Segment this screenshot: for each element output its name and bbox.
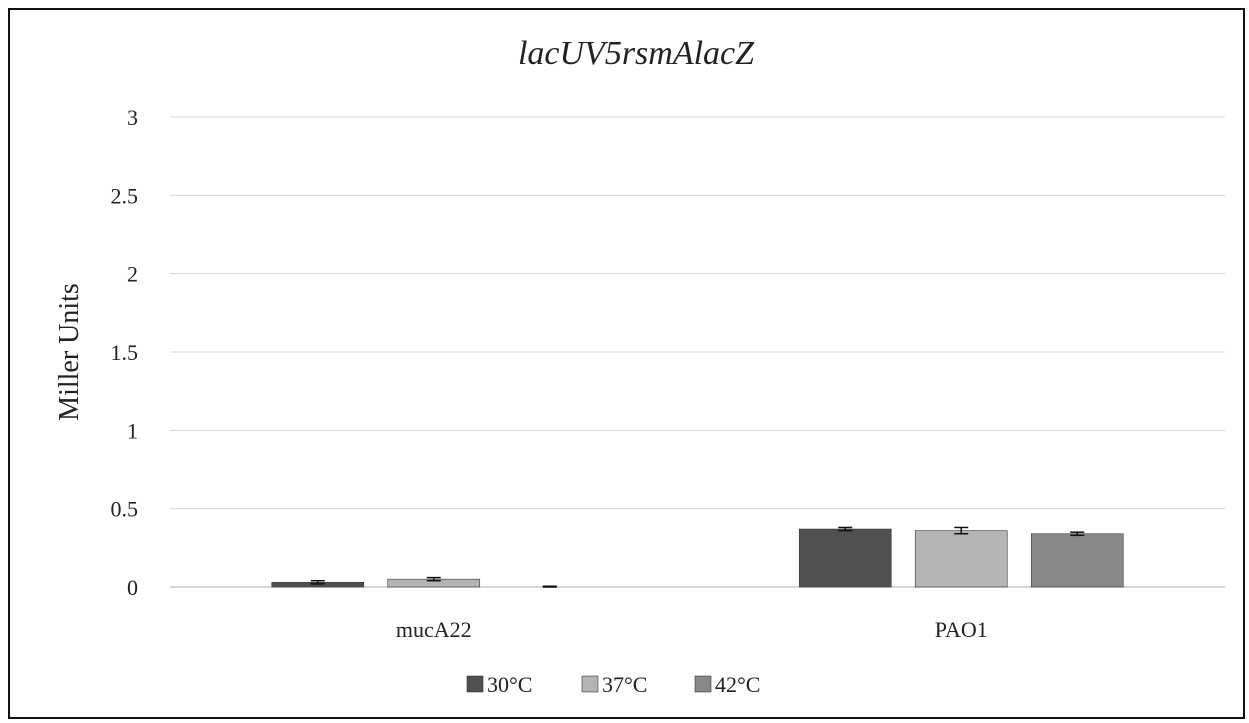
legend-swatch bbox=[581, 675, 599, 693]
chart-frame bbox=[8, 8, 1245, 719]
y-tick-label: 2 bbox=[127, 262, 138, 287]
y-tick-label: 0 bbox=[127, 575, 138, 600]
legend-label: 37°C bbox=[602, 672, 647, 697]
y-tick-labels: 0 0.5 1 1.5 2 2.5 3 bbox=[111, 105, 139, 600]
x-category-label: PAO1 bbox=[935, 617, 988, 642]
y-tick-label: 3 bbox=[127, 105, 138, 130]
bars bbox=[271, 528, 1124, 588]
y-axis-label: Miller Units bbox=[54, 283, 85, 421]
gridlines bbox=[170, 116, 1225, 588]
y-tick-label: 1 bbox=[127, 418, 138, 443]
bar-PAO1-30°C bbox=[798, 528, 892, 588]
x-category-label: mucA22 bbox=[396, 617, 472, 642]
bar-PAO1-37°C bbox=[914, 530, 1008, 588]
error-bars bbox=[310, 526, 1085, 588]
chart-title: lacUV5rsmAlacZ bbox=[518, 35, 755, 72]
bar-PAO1-42°C bbox=[1030, 533, 1124, 588]
y-tick-label: 1.5 bbox=[111, 340, 139, 365]
legend-swatch bbox=[466, 675, 484, 693]
y-tick-label: 0.5 bbox=[111, 497, 139, 522]
legend-label: 30°C bbox=[487, 672, 532, 697]
y-tick-label: 2.5 bbox=[111, 183, 139, 208]
legend-swatch bbox=[694, 675, 712, 693]
category-labels: mucA22 PAO1 bbox=[396, 617, 988, 642]
legend-label: 42°C bbox=[715, 672, 760, 697]
legend: 30°C 37°C 42°C bbox=[466, 672, 760, 697]
